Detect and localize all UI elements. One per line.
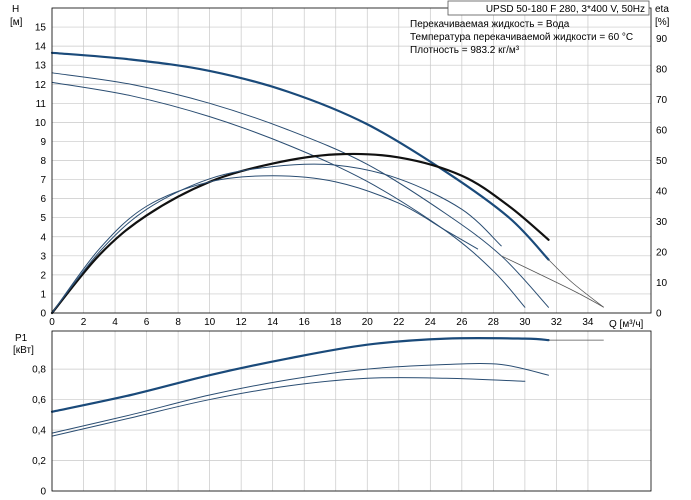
x-tick-5: 10	[204, 317, 216, 328]
h-tick-3: 3	[40, 251, 46, 262]
eta-axis-unit: [%]	[655, 17, 670, 28]
h-tick-14: 14	[35, 42, 47, 53]
h-tick-7: 7	[40, 175, 46, 186]
x-tick-8: 16	[299, 317, 311, 328]
eta-tick-1: 10	[656, 278, 668, 289]
h-tick-2: 2	[40, 270, 46, 281]
eta-curve-0	[50, 152, 550, 315]
x-tick-12: 24	[425, 317, 437, 328]
h-axis-unit: [м]	[10, 17, 23, 28]
p1-axis-unit: [кВт]	[13, 345, 34, 356]
eta-tick-2: 20	[656, 248, 668, 259]
x-tick-13: 26	[456, 317, 468, 328]
x-tick-14: 28	[488, 317, 500, 328]
top-plot-frame	[51, 7, 652, 314]
note-temperature: Температура перекачиваемой жидкости = 60…	[410, 32, 633, 43]
x-tick-15: 30	[519, 317, 531, 328]
p1-tick-2: 0,4	[32, 426, 46, 437]
p1-curve-2	[51, 377, 526, 437]
x-tick-11: 22	[393, 317, 405, 328]
bottom-plot-frame	[51, 330, 652, 492]
p1-curve-0	[50, 337, 550, 413]
h-tick-1: 1	[40, 289, 46, 300]
h-curve-ext-1	[501, 255, 604, 308]
grid-bottom	[51, 331, 651, 492]
note-liquid: Перекачиваемая жидкость = Вода	[410, 19, 570, 30]
eta-tick-6: 60	[656, 126, 668, 137]
x-tick-7: 14	[267, 317, 279, 328]
p1-curve-1	[51, 363, 550, 434]
x-tick-10: 20	[362, 317, 374, 328]
x-tick-17: 34	[582, 317, 594, 328]
h-tick-8: 8	[40, 156, 46, 167]
chart-title: UPSD 50-180 F 280, 3*400 V, 50Hz	[486, 4, 645, 15]
q-axis-label: Q [м³/ч]	[609, 319, 644, 330]
h-tick-9: 9	[40, 137, 46, 148]
h-tick-10: 10	[35, 118, 47, 129]
h-tick-11: 11	[36, 99, 47, 110]
h-tick-13: 13	[35, 61, 47, 72]
eta-tick-4: 40	[656, 187, 668, 198]
note-density: Плотность = 983.2 кг/м³	[410, 45, 520, 56]
x-tick-9: 18	[330, 317, 342, 328]
axis-labels: 0 2 4 6 8 10 12 14 16 18 20 22 24 26 28 30 32 34012345678…	[10, 4, 670, 498]
h-tick-6: 6	[40, 194, 46, 205]
grid-top	[51, 8, 651, 314]
p1-axis-label: P1	[15, 333, 28, 344]
x-tick-1: 2	[81, 317, 87, 328]
eta-axis-label: eta	[655, 4, 669, 15]
eta-tick-9: 90	[656, 34, 668, 45]
h-tick-15: 15	[35, 23, 47, 34]
x-tick-0: 0	[49, 317, 55, 328]
x-tick-4: 8	[175, 317, 181, 328]
x-tick-6: 12	[236, 317, 248, 328]
h-tick-0: 0	[40, 309, 46, 320]
eta-tick-5: 50	[656, 156, 668, 167]
curves	[50, 51, 604, 437]
h-curve-ext-0	[548, 259, 604, 308]
eta-curve-2	[51, 175, 479, 314]
h-curve-1	[51, 72, 550, 308]
p1-tick-4: 0,8	[32, 365, 46, 376]
h-curve-2	[51, 81, 526, 308]
h-tick-5: 5	[40, 213, 46, 224]
eta-tick-8: 80	[656, 65, 668, 76]
h-tick-12: 12	[35, 80, 47, 91]
x-tick-2: 4	[112, 317, 118, 328]
p1-tick-3: 0,6	[32, 395, 46, 406]
title-box	[447, 0, 650, 16]
x-tick-3: 6	[144, 317, 150, 328]
h-axis-label: H	[12, 4, 19, 15]
eta-tick-0: 0	[656, 309, 662, 320]
x-tick-16: 32	[551, 317, 563, 328]
eta-curve-1	[51, 163, 502, 314]
h-curve-0	[50, 51, 550, 261]
eta-tick-3: 30	[656, 217, 668, 228]
eta-tick-7: 70	[656, 95, 668, 106]
h-tick-4: 4	[40, 232, 46, 243]
p1-tick-1: 0,2	[32, 456, 46, 467]
p1-tick-0: 0	[40, 487, 46, 498]
